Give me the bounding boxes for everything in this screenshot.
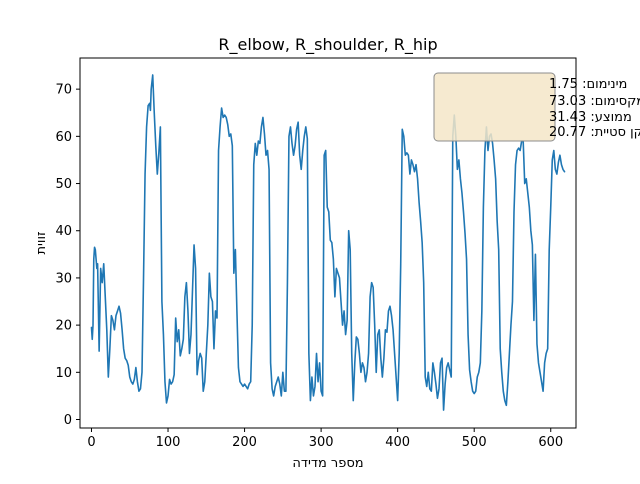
plot-layer xyxy=(90,74,566,411)
y-tick-label: 40 xyxy=(55,224,72,239)
y-tick-label: 60 xyxy=(55,130,72,145)
y-axis-label: זווית xyxy=(34,231,49,254)
y-tick-label: 30 xyxy=(55,271,72,286)
stats-max: מקסימום: 73.03 xyxy=(549,94,640,109)
chart-title: R_elbow, R_shoulder, R_hip xyxy=(218,35,437,55)
y-tick-label: 20 xyxy=(55,319,72,334)
series-line-angle xyxy=(90,74,566,411)
x-tick-label: 200 xyxy=(232,435,257,450)
x-tick-label: 100 xyxy=(156,435,181,450)
x-tick-label: 300 xyxy=(309,435,334,450)
y-tick-label: 70 xyxy=(55,83,72,98)
x-tick-label: 500 xyxy=(462,435,487,450)
stats-box: מינימום: 1.75 מקסימום: 73.03 ממוצע: 31.4… xyxy=(433,72,640,142)
stats-mean: ממוצע: 31.43 xyxy=(549,110,632,125)
x-tick-label: 400 xyxy=(385,435,410,450)
y-tick-label: 10 xyxy=(55,366,72,381)
x-tick-label: 600 xyxy=(538,435,563,450)
x-axis-label: מספר מדידה xyxy=(292,456,363,471)
y-tick-label: 0 xyxy=(64,413,72,428)
plot-frame xyxy=(79,57,577,429)
y-tick-label: 50 xyxy=(55,177,72,192)
y-ticks: 0 10 20 30 40 50 60 70 xyxy=(55,83,80,428)
x-ticks: 0 100 200 300 400 500 600 xyxy=(87,428,563,450)
stats-std: תקן סטיית: 20.77 xyxy=(549,125,640,140)
x-tick-label: 0 xyxy=(87,435,95,450)
axes-layer xyxy=(79,57,577,429)
stats-box-background xyxy=(433,72,556,142)
stats-min: מינימום: 1.75 xyxy=(549,77,627,92)
